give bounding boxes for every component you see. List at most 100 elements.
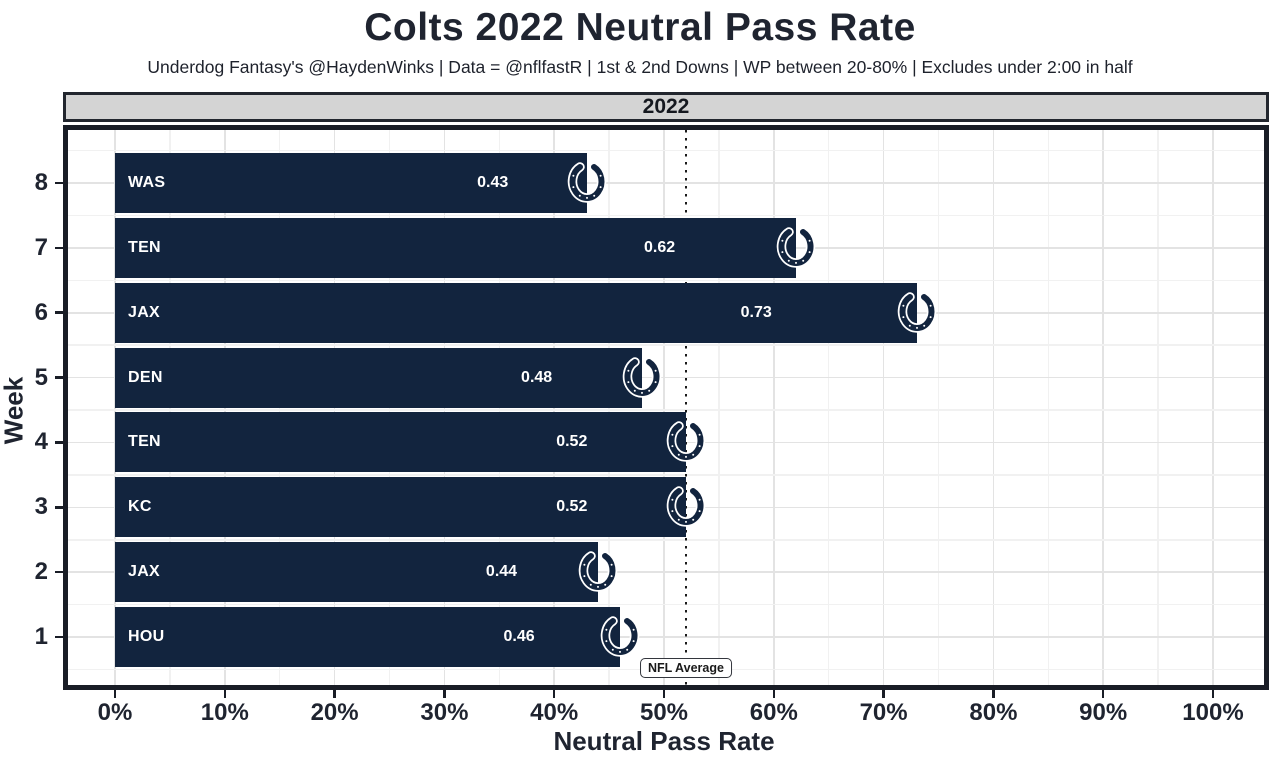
bar-week-3: KC bbox=[115, 477, 686, 538]
page-title: Colts 2022 Neutral Pass Rate bbox=[364, 6, 916, 49]
bar-week-6: JAX bbox=[115, 282, 917, 343]
gridline-vertical bbox=[1047, 130, 1050, 685]
x-tick-label: 100% bbox=[1182, 699, 1244, 726]
x-axis-tick bbox=[992, 690, 995, 698]
gridline-vertical bbox=[663, 130, 665, 685]
bar-value-label: 0.46 bbox=[503, 627, 535, 645]
y-tick-label: 7 bbox=[34, 233, 48, 261]
x-axis-tick bbox=[1101, 690, 1105, 698]
y-tick-label: 1 bbox=[34, 622, 48, 650]
gridline-vertical bbox=[718, 130, 720, 685]
x-tick-label: 80% bbox=[969, 699, 1018, 726]
bar-week-7: TEN bbox=[115, 217, 796, 278]
bar-value-label: 0.62 bbox=[644, 238, 676, 256]
gridline-horizontal bbox=[68, 214, 1264, 217]
colts-horseshoe-icon bbox=[666, 485, 706, 529]
gridline-vertical bbox=[992, 130, 995, 685]
bar-week-1: HOU bbox=[115, 606, 621, 667]
gridline-vertical bbox=[1157, 130, 1159, 685]
y-tick-label: 2 bbox=[34, 558, 48, 586]
gridline-vertical bbox=[937, 130, 940, 685]
gridline-vertical bbox=[882, 130, 885, 685]
colts-horseshoe-icon bbox=[666, 420, 706, 464]
x-axis-tick bbox=[882, 690, 885, 698]
nfl-average-label: NFL Average bbox=[639, 658, 732, 678]
bar-opponent-label: WAS bbox=[128, 174, 166, 191]
page-subtitle: Underdog Fantasy's @HaydenWinks | Data =… bbox=[147, 57, 1133, 77]
x-axis-tick bbox=[662, 690, 666, 698]
y-axis-tick bbox=[55, 376, 63, 379]
nfl-average-line bbox=[684, 130, 688, 685]
y-tick-label: 4 bbox=[34, 428, 48, 456]
colts-horseshoe-icon bbox=[600, 615, 640, 659]
colts-horseshoe-icon bbox=[897, 291, 937, 335]
x-tick-label: 40% bbox=[530, 699, 579, 726]
bar-opponent-label: JAX bbox=[128, 563, 161, 581]
x-axis-tick bbox=[113, 690, 117, 698]
gridline-horizontal bbox=[68, 474, 1264, 476]
bar-value-label: 0.48 bbox=[521, 368, 553, 386]
x-axis-tick bbox=[1211, 690, 1215, 698]
gridline-vertical bbox=[1212, 130, 1214, 685]
x-axis-tick bbox=[552, 690, 556, 698]
gridline-horizontal bbox=[68, 538, 1264, 541]
bar-week-8: WAS bbox=[115, 153, 588, 213]
bar-value-label: 0.43 bbox=[477, 174, 509, 191]
x-tick-label: 30% bbox=[420, 699, 469, 726]
y-axis-tick bbox=[55, 570, 63, 574]
y-tick-label: 5 bbox=[34, 363, 48, 391]
y-axis-tick bbox=[55, 505, 63, 509]
x-axis-title: Neutral Pass Rate bbox=[553, 726, 775, 756]
x-tick-label: 90% bbox=[1079, 699, 1128, 726]
gridline-vertical bbox=[1102, 130, 1104, 685]
facet-label: 2022 bbox=[642, 95, 690, 118]
x-axis-tick bbox=[223, 690, 227, 698]
x-axis-tick bbox=[772, 690, 776, 698]
bar-opponent-label: KC bbox=[128, 498, 152, 516]
bar-week-2: JAX bbox=[115, 542, 599, 603]
gridline-horizontal bbox=[68, 344, 1264, 346]
bar-opponent-label: TEN bbox=[128, 433, 161, 451]
gridline-horizontal bbox=[68, 636, 1264, 638]
bar-value-label: 0.44 bbox=[485, 563, 518, 581]
y-axis-tick bbox=[55, 311, 63, 314]
gridline-vertical bbox=[114, 130, 116, 685]
bar-opponent-label: DEN bbox=[128, 368, 163, 386]
y-axis-tick bbox=[55, 246, 63, 250]
bar-opponent-label: HOU bbox=[128, 627, 165, 645]
gridline-horizontal bbox=[68, 279, 1264, 282]
gridline-vertical bbox=[773, 130, 775, 685]
bar-week-5: DEN bbox=[115, 347, 643, 408]
facet-strip: 2022 bbox=[63, 92, 1269, 122]
x-tick-label: 10% bbox=[200, 699, 249, 726]
x-tick-label: 60% bbox=[749, 699, 798, 726]
colts-horseshoe-icon bbox=[578, 550, 618, 594]
colts-horseshoe-icon bbox=[622, 356, 662, 400]
gridline-horizontal bbox=[68, 149, 1264, 152]
bar-opponent-label: TEN bbox=[128, 238, 161, 256]
x-tick-label: 20% bbox=[310, 699, 359, 726]
y-tick-label: 6 bbox=[34, 298, 48, 326]
gridline-vertical bbox=[827, 130, 830, 685]
y-axis-title: Week bbox=[0, 376, 29, 445]
bar-week-4: TEN bbox=[115, 412, 686, 473]
colts-horseshoe-icon bbox=[776, 226, 816, 270]
gridline-horizontal bbox=[68, 409, 1264, 411]
x-axis-tick bbox=[443, 690, 446, 698]
gridline-horizontal bbox=[68, 571, 1264, 573]
y-axis-tick bbox=[55, 181, 63, 185]
y-axis-tick bbox=[55, 635, 63, 639]
gridline-horizontal bbox=[68, 182, 1264, 184]
x-tick-label: 0% bbox=[97, 699, 133, 726]
colts-horseshoe-icon bbox=[567, 161, 607, 205]
gridline-horizontal bbox=[68, 376, 1264, 379]
bar-opponent-label: JAX bbox=[128, 303, 161, 321]
x-axis-tick bbox=[333, 690, 336, 698]
y-tick-label: 8 bbox=[34, 169, 48, 196]
x-tick-label: 70% bbox=[859, 699, 908, 726]
x-tick-label: 50% bbox=[639, 699, 689, 726]
bar-value-label: 0.52 bbox=[556, 498, 588, 516]
bar-value-label: 0.73 bbox=[740, 303, 772, 321]
bar-value-label: 0.52 bbox=[556, 433, 588, 451]
